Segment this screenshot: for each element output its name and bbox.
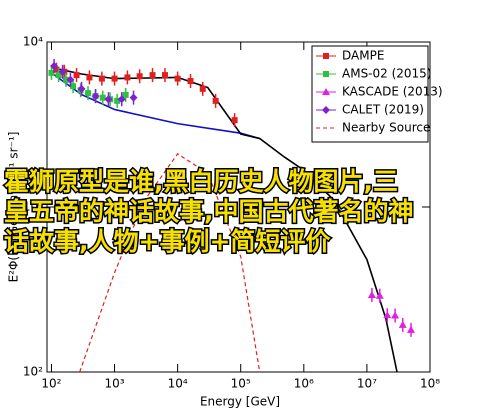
x-tick-label: 10⁶	[294, 377, 314, 391]
data-point	[231, 117, 238, 124]
data-point	[114, 97, 121, 104]
data-point	[48, 69, 55, 76]
data-point	[149, 72, 156, 79]
legend-label: AMS-02 (2015)	[342, 67, 432, 81]
data-point	[91, 92, 100, 101]
data-point	[99, 94, 106, 101]
overlay-text: 霍狮原型是谁,黑白历史人物图片,三	[4, 167, 398, 196]
data-point	[66, 75, 75, 84]
data-point	[86, 74, 93, 81]
legend-marker	[323, 71, 329, 77]
data-point	[104, 95, 113, 104]
y-tick-label: 10³	[23, 200, 43, 214]
legend-label: CALET (2019)	[342, 103, 424, 117]
x-tick-label: 10⁷	[357, 377, 377, 391]
x-tick-label: 10⁵	[231, 377, 251, 391]
data-point	[117, 95, 126, 104]
curve	[79, 153, 261, 373]
data-point	[136, 73, 143, 80]
data-point	[129, 93, 138, 102]
x-tick-label: 10⁴	[168, 377, 188, 391]
x-tick-label: 10³	[104, 377, 124, 391]
legend-marker	[323, 53, 329, 59]
data-point	[98, 75, 105, 82]
y-tick-label: 10²	[23, 365, 43, 379]
x-axis-label: Energy [GeV]	[200, 395, 280, 409]
data-point	[55, 72, 62, 79]
data-point	[111, 75, 118, 82]
y-axis-label: E²Φ(E) [GeV m⁻² s⁻¹ sr⁻¹]	[7, 132, 21, 283]
legend-box	[311, 45, 429, 143]
curve	[50, 72, 260, 140]
overlay-text: 皇五帝的神话故事,中国古代著名的神	[4, 197, 414, 226]
data-point	[122, 91, 129, 98]
data-point	[161, 72, 168, 79]
x-tick-label: 10²	[41, 377, 61, 391]
data-point	[407, 325, 416, 333]
legend-marker	[322, 88, 330, 95]
data-point	[53, 66, 60, 73]
legend-label: KASCADE (2013)	[342, 85, 443, 99]
overlay-text: 话故事,人物+事例+简短评价	[4, 227, 331, 256]
data-point	[124, 74, 131, 81]
legend-label: DAMPE	[342, 49, 384, 63]
data-point	[391, 311, 400, 319]
y-tick-label: 10⁴	[23, 35, 43, 49]
data-point	[199, 85, 206, 92]
data-point	[73, 72, 80, 79]
data-point	[58, 67, 67, 76]
data-point	[50, 61, 59, 70]
x-tick-label: 10⁸	[420, 377, 440, 391]
data-point	[375, 291, 384, 299]
data-point	[70, 83, 77, 90]
data-point	[383, 311, 392, 319]
data-point	[77, 84, 86, 93]
data-point	[174, 75, 181, 82]
data-point	[85, 90, 92, 97]
data-point	[62, 76, 69, 83]
data-point	[367, 290, 376, 298]
data-point	[212, 97, 219, 104]
legend-marker	[322, 106, 330, 114]
data-point	[398, 320, 407, 328]
data-point	[187, 78, 194, 85]
legend-label: Nearby Source	[342, 121, 430, 135]
